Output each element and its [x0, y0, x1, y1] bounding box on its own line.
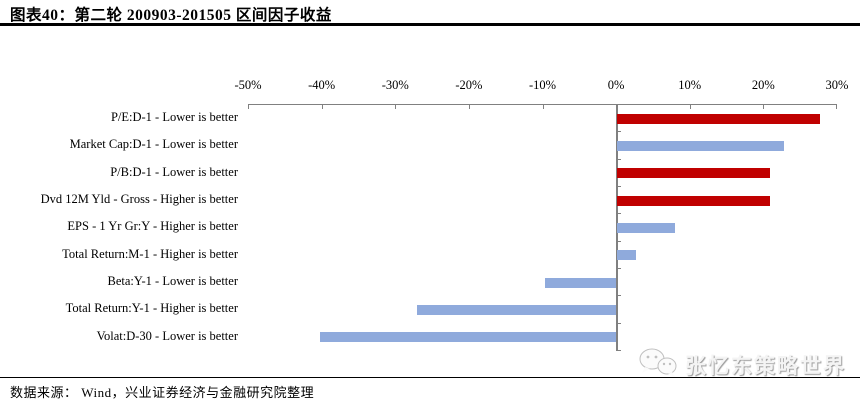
- x-tick-label: 10%: [678, 78, 702, 92]
- zero-axis-line: [616, 105, 618, 351]
- category-tick-mark: [616, 322, 622, 324]
- bar-5: [617, 223, 675, 233]
- watermark-label: 张忆东策略世界: [685, 354, 846, 378]
- x-tick-mark: [468, 105, 470, 109]
- category-label: P/E:D-1 - Lower is better: [110, 110, 238, 125]
- watermark: 张忆东策略世界: [637, 346, 846, 383]
- x-tick-mark: [616, 105, 618, 109]
- x-tick-mark: [689, 105, 691, 109]
- bar-6: [617, 250, 636, 261]
- category-tick-mark: [616, 186, 622, 187]
- category-label: Dvd 12M Yld - Gross - Higher is better: [40, 192, 238, 207]
- x-tick-label: 20%: [751, 78, 775, 92]
- category-tick-mark: [616, 268, 622, 269]
- x-tick-mark: [542, 105, 544, 109]
- category-tick-mark: [616, 158, 622, 160]
- x-axis-tick-labels: -50% -40% -30% -20% -10% 0% 10% 20% 30%: [234, 78, 848, 96]
- wechat-icon: [637, 346, 679, 383]
- category-tick-mark: [616, 295, 622, 297]
- bar-3: [617, 168, 771, 179]
- category-label: Beta:Y-1 - Lower is better: [107, 274, 238, 289]
- bar-4: [617, 195, 771, 206]
- category-tick-mark: [616, 240, 622, 242]
- x-tick-label: -30%: [381, 78, 409, 92]
- x-tick-label: -50%: [234, 78, 262, 92]
- category-label: EPS - 1 Yr Gr:Y - Higher is better: [67, 219, 238, 234]
- category-label: Volat:D-30 - Lower is better: [96, 328, 238, 343]
- x-tick-mark: [248, 105, 249, 109]
- plot-area: [248, 104, 837, 351]
- bar-2: [617, 141, 785, 151]
- bar-8: [417, 305, 617, 315]
- category-label: Total Return:M-1 - Higher is better: [62, 246, 238, 261]
- category-label: Market Cap:D-1 - Lower is better: [69, 137, 238, 152]
- category-label: Total Return:Y-1 - Higher is better: [65, 301, 238, 316]
- x-tick-mark: [321, 105, 323, 109]
- x-tick-label: -40%: [308, 78, 336, 92]
- category-tick-mark: [616, 350, 622, 351]
- x-tick-label: 30%: [825, 78, 849, 92]
- bar-1: [617, 113, 820, 124]
- bar-7: [544, 277, 617, 288]
- x-tick-label: 0%: [607, 78, 625, 92]
- footer-divider: [0, 377, 860, 378]
- bar-9: [320, 332, 617, 343]
- title-divider: [0, 23, 860, 26]
- category-tick-mark: [616, 131, 622, 133]
- x-tick-mark: [836, 105, 837, 109]
- data-source-note: 数据来源： Wind，兴业证券经济与金融研究院整理: [10, 385, 315, 400]
- x-tick-mark: [395, 105, 397, 109]
- page-title: 图表40：第二轮 200903-201505 区间因子收益: [10, 7, 332, 24]
- category-axis-labels: P/E:D-1 - Lower is better Market Cap:D-1 …: [0, 104, 238, 350]
- category-tick-mark: [616, 213, 622, 215]
- x-tick-mark: [763, 105, 765, 109]
- x-tick-label: -10%: [528, 78, 557, 92]
- category-label: P/B:D-1 - Lower is better: [110, 164, 238, 179]
- x-tick-label: -20%: [455, 78, 483, 92]
